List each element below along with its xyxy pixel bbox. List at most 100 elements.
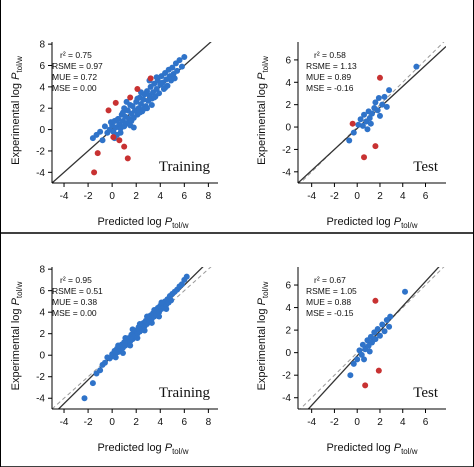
data-point: [361, 356, 368, 363]
data-point: [123, 98, 130, 105]
x-tick-label: -2: [330, 191, 339, 202]
data-point: [386, 87, 393, 94]
y-axis-title-main: Experimental log: [10, 305, 22, 390]
x-axis-title-main: Predicted log: [326, 442, 393, 454]
y-tick-label: 2: [39, 329, 45, 340]
stat-mse: MSE = -0.16: [306, 83, 354, 93]
x-axis-title-sub: tol/w: [172, 447, 189, 456]
y-axis-title-main: Experimental log: [256, 80, 268, 165]
data-point: [357, 116, 364, 123]
data-point: [364, 126, 371, 133]
x-tick-label: -4: [307, 191, 316, 202]
data-point: [375, 94, 382, 101]
data-point: [413, 63, 420, 70]
y-tick-label: 6: [39, 286, 45, 297]
y-tick-label: -4: [36, 394, 45, 405]
stat-rsme: RSME = 1.13: [306, 61, 357, 71]
stat-mue: MUE = 0.38: [52, 297, 97, 307]
data-point: [107, 119, 114, 126]
x-tick-label: 4: [157, 191, 163, 202]
data-point: [366, 115, 373, 122]
data-point: [101, 123, 108, 130]
y-tick-label: 6: [39, 61, 45, 72]
y-tick-label: -4: [36, 168, 45, 179]
x-axis-title-main: Predicted log: [326, 216, 393, 228]
y-axis-title-sub: tol/w: [15, 56, 24, 73]
outlier-point: [112, 99, 119, 106]
y-tick-label: 4: [39, 308, 45, 319]
stat-r2: r² = 0.58: [314, 50, 346, 60]
data-point: [89, 380, 96, 387]
x-tick-label: 6: [423, 191, 429, 202]
y-axis-title: Experimental log Ptol/w: [256, 281, 270, 390]
data-point: [169, 64, 176, 71]
y-axis-title-var: P: [10, 297, 22, 305]
x-tick-label: 0: [354, 417, 360, 428]
y-tick-label: 2: [285, 326, 291, 337]
data-point: [162, 84, 169, 91]
data-point: [372, 99, 379, 106]
x-tick-label: 0: [109, 417, 115, 428]
y-axis-title: Experimental log Ptol/w: [10, 281, 24, 390]
y-tick-label: 8: [39, 40, 45, 51]
x-tick-label: -2: [84, 191, 93, 202]
outlier-point: [375, 367, 382, 374]
outlier-point: [91, 169, 98, 176]
x-axis-title-main: Predicted log: [97, 442, 164, 454]
data-point: [115, 342, 122, 349]
y-tick-label: -2: [282, 371, 291, 382]
data-point: [158, 299, 165, 306]
y-tick-label: 6: [285, 281, 291, 292]
data-point: [376, 112, 383, 119]
x-axis-title-var: P: [165, 442, 173, 454]
stat-rsme: RSME = 0.97: [52, 61, 103, 71]
data-point: [361, 111, 368, 118]
x-axis-title: Predicted log Ptol/w: [326, 216, 417, 230]
x-axis-title: Predicted log Ptol/w: [97, 216, 188, 230]
data-point: [356, 347, 363, 354]
x-tick-label: 4: [157, 417, 163, 428]
y-tick-label: 8: [39, 265, 45, 276]
data-point: [350, 360, 357, 367]
data-point: [99, 137, 106, 144]
data-point: [134, 95, 141, 102]
y-axis-title-sub: tol/w: [261, 281, 270, 298]
y-axis-title-sub: tol/w: [261, 56, 270, 73]
data-point: [358, 351, 365, 358]
stat-mse: MSE = -0.15: [306, 308, 354, 318]
data-point: [128, 118, 135, 125]
data-point: [386, 323, 393, 330]
data-point: [354, 356, 361, 363]
y-axis-title-var: P: [10, 72, 22, 80]
x-axis-title-sub: tol/w: [401, 447, 418, 456]
data-point: [176, 57, 183, 64]
x-axis-title-var: P: [165, 216, 173, 228]
data-point: [130, 124, 137, 131]
outlier-point: [376, 74, 383, 81]
y-tick-label: 0: [39, 125, 45, 136]
y-tick-label: -4: [282, 393, 291, 404]
y-axis-title-sub: tol/w: [15, 281, 24, 298]
x-axis-title: Predicted log Ptol/w: [326, 442, 417, 456]
identity-line: [52, 267, 212, 409]
data-point: [369, 110, 375, 117]
data-point: [181, 53, 188, 60]
y-tick-label: -2: [36, 372, 45, 383]
data-point: [379, 101, 386, 108]
x-tick-label: 0: [354, 191, 360, 202]
data-point: [151, 94, 158, 101]
data-point: [350, 129, 357, 136]
data-point: [153, 74, 160, 81]
x-tick-label: 2: [377, 191, 383, 202]
panel-label: Training: [159, 385, 211, 401]
data-point: [151, 307, 158, 314]
x-tick-label: 2: [377, 417, 383, 428]
outlier-point: [116, 137, 123, 144]
y-axis-title-var: P: [256, 297, 268, 305]
x-tick-label: 6: [182, 191, 188, 202]
